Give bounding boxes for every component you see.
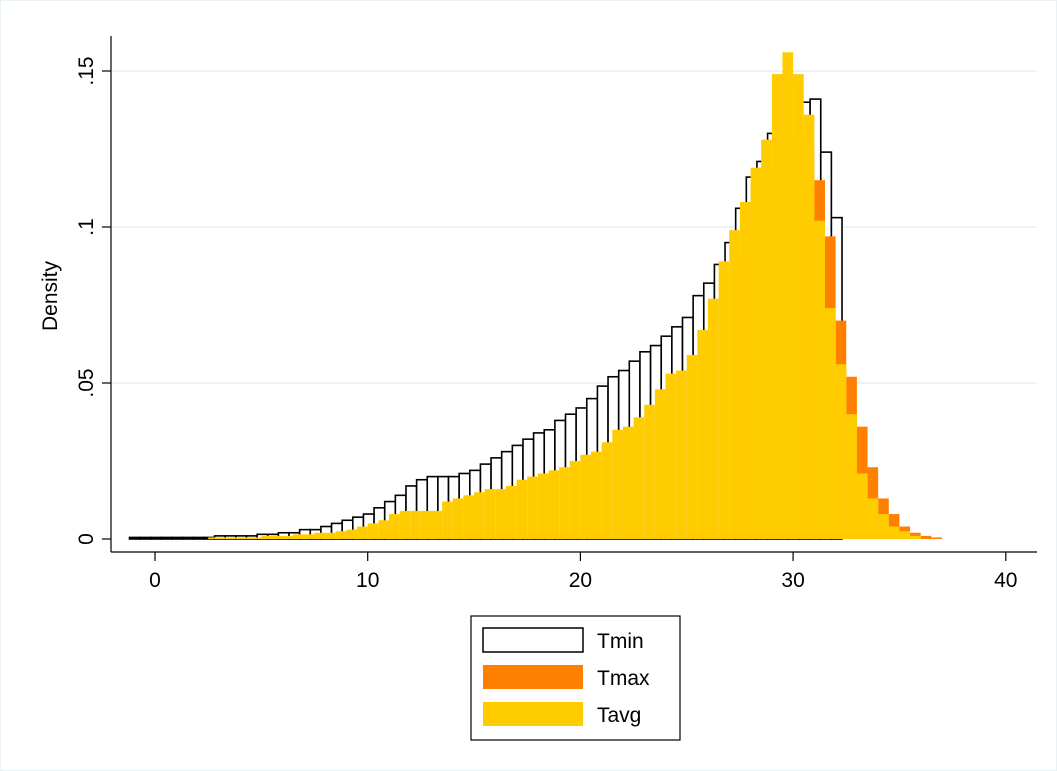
bar-tavg <box>271 535 283 539</box>
bar-tavg <box>357 526 368 539</box>
bar-tmin <box>171 536 184 540</box>
bar-tmin <box>149 536 163 540</box>
bar-tavg <box>420 510 432 539</box>
axes <box>110 36 1037 553</box>
bar-tmin <box>128 536 141 540</box>
bar-tavg <box>601 442 613 539</box>
bar-tavg <box>505 485 517 539</box>
ticks: 0 10 20 30 40 0 .05 .1 .15 <box>75 56 1017 592</box>
bar-tavg <box>729 230 740 539</box>
y-tick-label: .15 <box>75 56 98 85</box>
bar-tavg <box>708 298 719 539</box>
y-tick-label: .1 <box>75 218 98 236</box>
bar-tavg <box>378 520 389 539</box>
bar-tavg <box>240 537 251 539</box>
bar-tavg <box>399 510 411 539</box>
bar-tavg <box>367 523 379 539</box>
bar-tavg <box>654 389 666 539</box>
bar-tavg <box>335 531 347 539</box>
bar-tavg <box>739 202 751 540</box>
legend-swatch-tmax <box>483 665 583 689</box>
bar-tavg <box>718 261 730 539</box>
bar-tmax <box>920 535 932 539</box>
bar-tavg <box>346 529 358 539</box>
bar-tavg <box>516 479 528 539</box>
bar-tavg <box>474 492 485 539</box>
legend-label-tmax: Tmax <box>597 667 650 690</box>
bar-tavg <box>825 308 836 539</box>
bar-tavg <box>612 429 623 539</box>
bar-tavg <box>303 534 315 539</box>
x-tick-label: 10 <box>356 569 379 592</box>
bar-tavg <box>388 514 400 539</box>
bar-tavg <box>548 470 560 539</box>
x-tick-label: 40 <box>994 569 1017 592</box>
bar-tavg <box>250 537 262 539</box>
bar-tavg <box>218 537 230 539</box>
legend-swatch-tavg <box>483 702 583 726</box>
bar-tmin <box>139 536 152 540</box>
bar-tavg <box>676 370 687 539</box>
bar-tavg <box>580 454 592 539</box>
bar-tavg <box>633 417 645 539</box>
bar-tavg <box>442 501 453 539</box>
y-axis-title: Density <box>39 260 62 331</box>
bar-tavg <box>282 535 294 539</box>
bar-tavg <box>452 498 464 539</box>
bar-tavg <box>782 52 794 539</box>
y-tick-label: .05 <box>75 368 98 397</box>
bar-tavg <box>686 354 698 539</box>
bar-tavg <box>495 489 506 539</box>
bar-tavg <box>814 220 825 539</box>
bar-tavg <box>559 467 570 539</box>
series-tavg <box>208 52 921 540</box>
bar-tavg <box>856 473 868 539</box>
bar-tmax <box>931 537 942 539</box>
bar-tavg <box>761 139 772 539</box>
bar-tavg <box>750 167 762 539</box>
bar-tavg <box>803 114 815 540</box>
bar-tavg <box>325 532 336 539</box>
legend-swatch-tmin <box>482 627 584 653</box>
bar-tavg <box>899 531 911 539</box>
x-tick-label: 30 <box>781 569 804 592</box>
bar-tmin <box>160 536 173 540</box>
bar-tmin <box>181 536 195 540</box>
bar-tavg <box>208 537 219 539</box>
bar-tavg <box>867 498 879 539</box>
bar-tavg <box>314 532 326 539</box>
bar-tavg <box>591 451 602 539</box>
bar-tavg <box>261 535 272 539</box>
bar-tavg <box>697 329 709 539</box>
legend: Tmin Tmax Tavg <box>470 615 681 741</box>
bar-tavg <box>665 373 677 539</box>
bar-tavg <box>835 364 847 539</box>
bar-tavg <box>431 510 443 539</box>
bar-tavg <box>846 414 857 539</box>
bar-tavg <box>410 510 421 539</box>
x-tick-label: 20 <box>569 569 592 592</box>
bars <box>128 52 942 540</box>
bar-tavg <box>293 534 304 539</box>
bar-tavg <box>888 526 900 539</box>
bar-tavg <box>622 426 634 539</box>
bar-tavg <box>527 476 538 539</box>
bar-tavg <box>229 537 241 539</box>
bar-tmin <box>192 536 205 540</box>
y-tick-label: 0 <box>75 533 98 545</box>
x-tick-label: 0 <box>149 569 161 592</box>
bar-tavg <box>484 489 496 539</box>
bar-tavg <box>793 74 804 540</box>
bar-tavg <box>569 461 581 539</box>
legend-label-tmin: Tmin <box>597 630 644 653</box>
bar-tavg <box>644 404 655 539</box>
bar-tavg <box>771 74 783 540</box>
legend-label-tavg: Tavg <box>597 704 641 727</box>
bar-tavg <box>463 495 475 539</box>
bar-tavg <box>537 473 549 539</box>
bar-tavg <box>878 514 889 539</box>
grid-lines <box>112 70 1037 384</box>
bar-tavg <box>910 535 921 539</box>
